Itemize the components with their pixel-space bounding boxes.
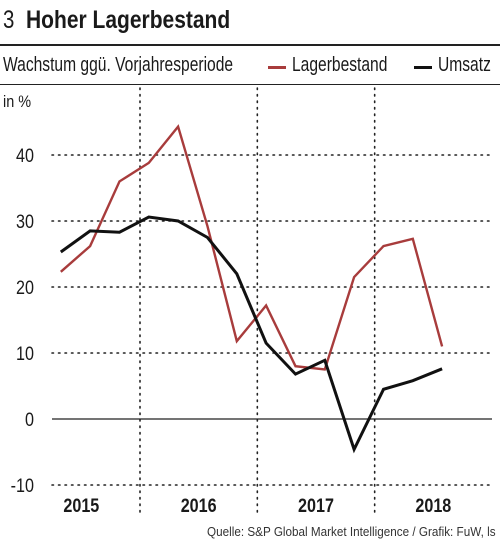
x-tick-label: 2016 [181,495,217,517]
y-tick-label: 0 [25,409,34,431]
chart-header: 3 Hoher Lagerbestand [0,0,500,44]
y-tick-label: 10 [16,343,34,365]
header-rule [0,44,500,46]
y-tick-label: 40 [16,145,34,167]
y-tick-label: 20 [16,277,34,299]
series-line-lagerbestand [60,124,444,371]
y-axis-label: in % [3,92,32,111]
x-tick-label: 2015 [63,495,99,517]
figure-number: 3 [3,6,15,34]
chart-subtitle: Wachstum ggü. Vorjahresperiode [3,54,234,76]
legend-swatch-lagerbestand [268,66,286,69]
subtitle-rule [0,84,500,85]
subtitle-legend-row: Wachstum ggü. Vorjahresperiode Lagerbest… [0,54,500,80]
legend-label-umsatz: Umsatz [438,54,491,76]
x-tick-label: 2017 [298,495,334,517]
legend-swatch-umsatz [414,66,432,69]
y-tick-label: 30 [16,211,34,233]
source-note: Quelle: S&P Global Market Intelligence /… [207,524,496,539]
chart-title: Hoher Lagerbestand [26,6,231,34]
legend-label-lagerbestand: Lagerbestand [292,54,388,76]
x-tick-label: 2018 [415,495,451,517]
y-tick-label: -10 [11,475,35,497]
series-line-umsatz [59,215,443,454]
